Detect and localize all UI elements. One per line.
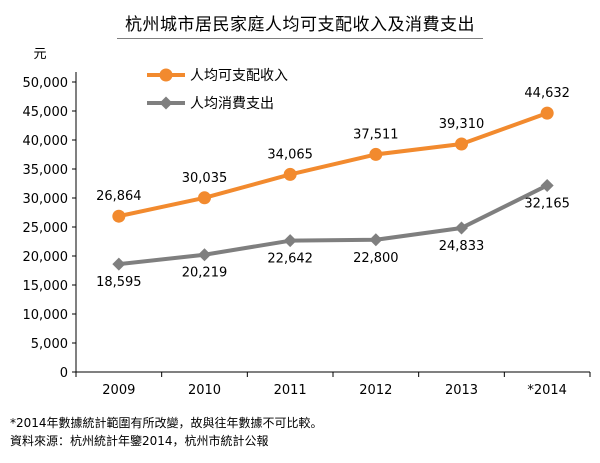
y-tick-label: 20,000: [23, 250, 69, 265]
y-tick-label: 40,000: [23, 134, 69, 149]
series-1-point: [369, 147, 383, 161]
series-2-point: [540, 178, 554, 192]
x-tick-label: 2011: [274, 383, 307, 398]
series-2-point: [198, 248, 211, 262]
series-2-point: [455, 221, 468, 235]
legend-label: 人均消費支出: [190, 96, 274, 112]
series-1-point: [198, 191, 211, 205]
y-tick-label: 5,000: [31, 337, 68, 352]
series-2-point: [112, 257, 126, 271]
y-tick-label: 25,000: [23, 221, 69, 236]
data-label: 32,165: [524, 196, 570, 211]
data-label: 22,800: [353, 251, 399, 266]
chart-title: 杭州城市居民家庭人均可支配收入及消費支出: [117, 10, 483, 39]
source-note: 資料來源：杭州統計年鑒2014，杭州市統計公報: [10, 434, 269, 448]
data-label: 39,310: [439, 117, 485, 132]
data-label: 34,065: [267, 147, 313, 162]
y-tick-label: 15,000: [23, 279, 69, 294]
series-line-2: [118, 183, 549, 267]
data-label: 37,511: [353, 127, 399, 142]
legend-marker: [159, 96, 173, 110]
footnotes: *2014年數據統計範圍有所改變，故與往年數據不可比較。 資料來源：杭州統計年鑒…: [10, 414, 323, 450]
series-line-1: [118, 111, 548, 219]
x-tick-label: *2014: [527, 383, 567, 398]
data-label: 24,833: [439, 239, 485, 254]
data-label: 22,642: [267, 252, 313, 267]
series-2-point: [283, 234, 297, 248]
data-label: 20,219: [182, 266, 228, 281]
footnote-1: *2014年數據統計範圍有所改變，故與往年數據不可比較。: [10, 416, 323, 430]
y-tick-label: 50,000: [23, 76, 69, 91]
y-tick-label: 0: [60, 366, 68, 381]
series-1-point: [540, 106, 554, 120]
y-tick-label: 35,000: [23, 163, 69, 178]
data-label: 18,595: [96, 275, 142, 290]
y-tick-label: 45,000: [23, 105, 69, 120]
series-1-point: [455, 137, 468, 151]
y-tick-label: 10,000: [23, 308, 69, 323]
data-label: 44,632: [524, 86, 570, 101]
series-1-point: [112, 209, 126, 223]
x-tick-label: 2009: [102, 383, 135, 398]
y-tick-label: 30,000: [23, 192, 69, 207]
x-tick-label: 2013: [445, 383, 478, 398]
legend-label: 人均可支配收入: [190, 68, 288, 84]
y-axis-unit-label: 元: [33, 47, 46, 62]
x-tick-label: 2012: [359, 383, 392, 398]
x-tick-label: 2010: [188, 383, 221, 398]
series-1-point: [283, 167, 297, 181]
series-2-point: [369, 233, 383, 247]
data-label: 30,035: [182, 171, 228, 186]
legend-marker: [159, 68, 173, 82]
data-label: 26,864: [96, 189, 142, 204]
